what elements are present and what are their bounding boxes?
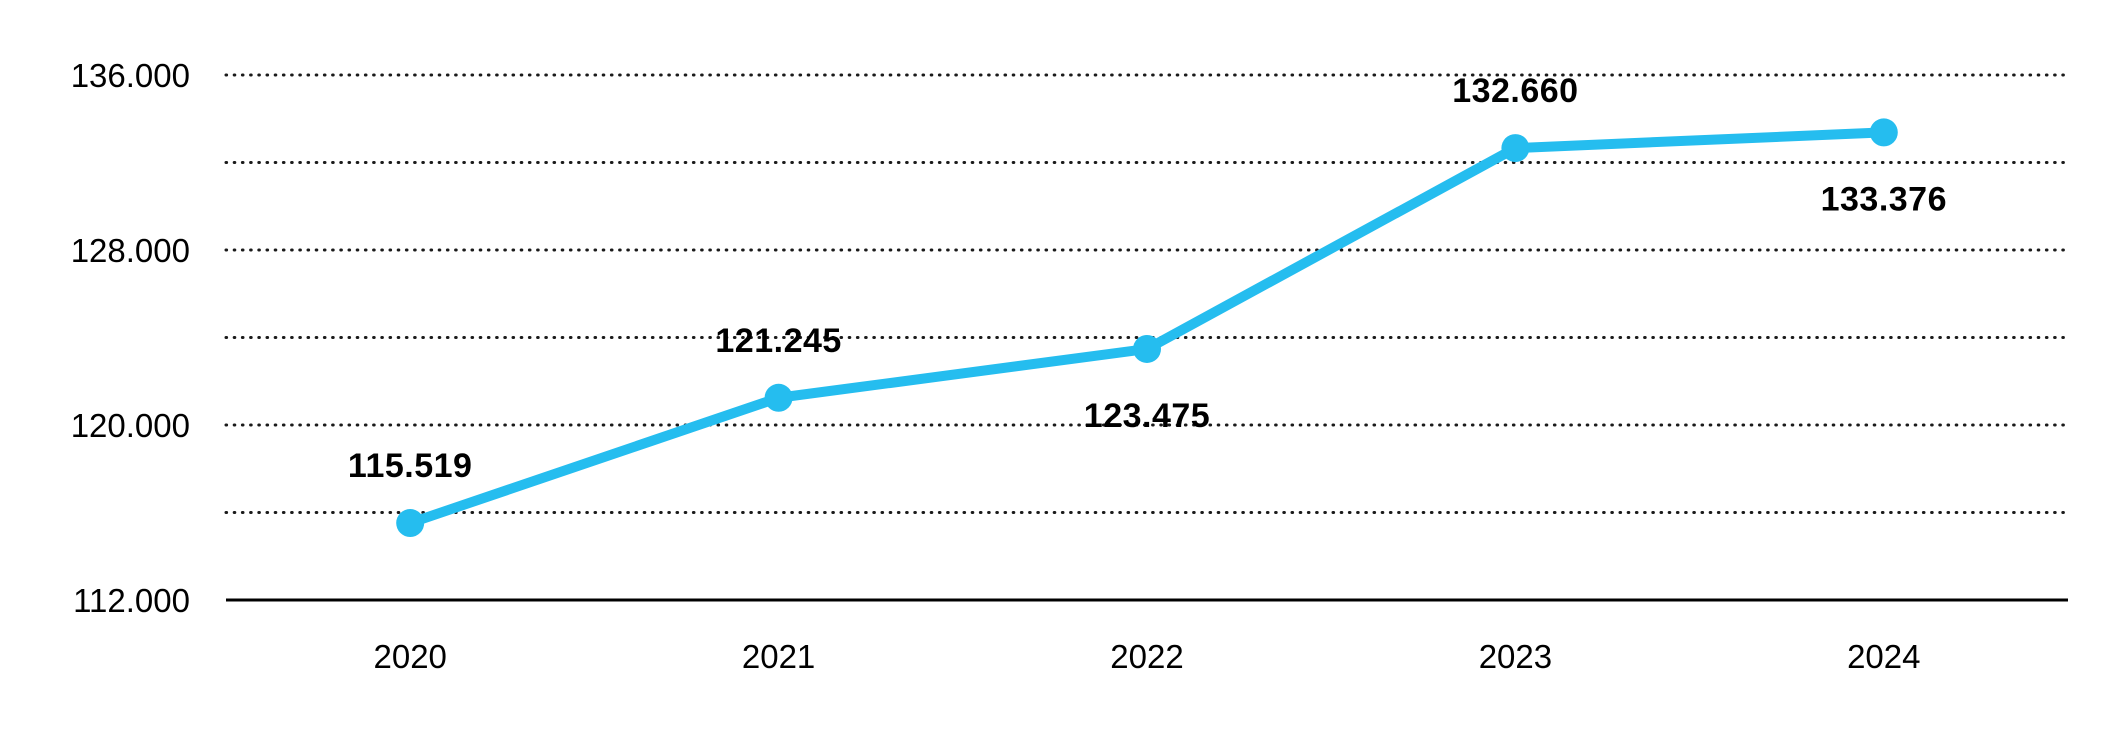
data-point	[1133, 334, 1161, 363]
x-axis-label: 2022	[1110, 638, 1183, 675]
data-point-label: 121.245	[715, 322, 841, 360]
x-axis-label: 2023	[1479, 638, 1552, 675]
data-point	[1869, 118, 1898, 147]
y-axis-label: 112.000	[73, 582, 190, 619]
x-axis-label: 2021	[742, 638, 815, 675]
x-axis-label: 2024	[1847, 638, 1920, 675]
data-point	[1501, 134, 1530, 163]
data-point-label: 115.519	[348, 447, 473, 485]
x-axis-label: 2020	[373, 638, 446, 675]
data-point	[764, 383, 793, 412]
data-point	[396, 509, 425, 538]
data-point-label: 123.475	[1084, 397, 1210, 435]
y-axis-label: 120.000	[71, 407, 190, 444]
data-point-label: 132.660	[1452, 72, 1578, 110]
y-axis-label: 136.000	[71, 57, 190, 94]
series-line	[405, 127, 1889, 529]
data-point-label: 133.376	[1821, 180, 1947, 218]
y-axis-label: 128.000	[71, 232, 190, 269]
